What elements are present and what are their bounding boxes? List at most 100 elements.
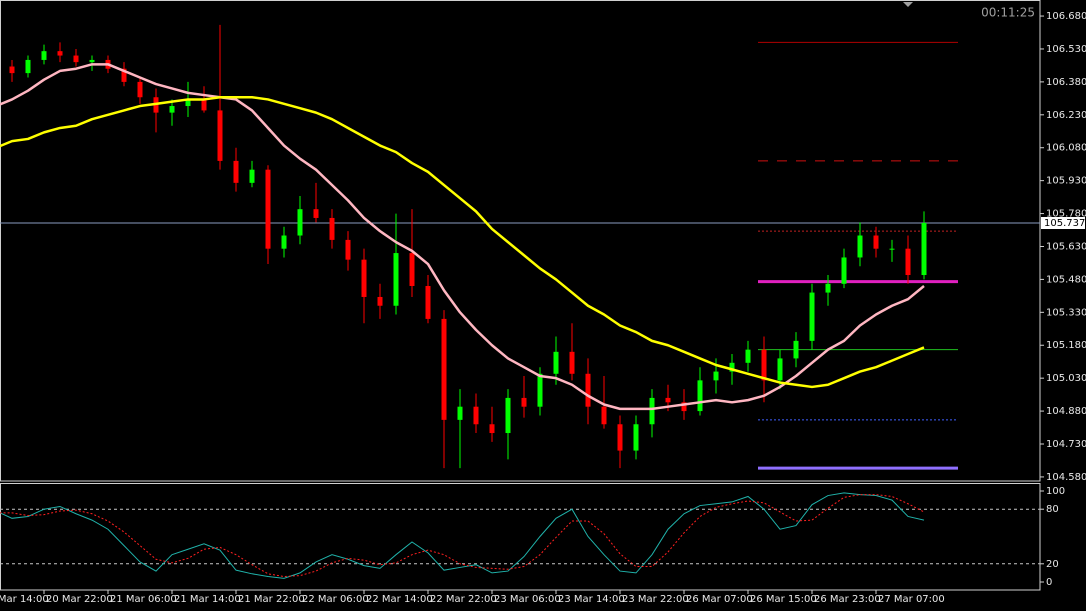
x-tick-label: 23 Mar 14:00 — [558, 594, 625, 605]
main-plot — [0, 24, 1040, 470]
y-tick-label: 105.630 — [1046, 241, 1086, 252]
y-tick-label: 100 — [1046, 486, 1065, 497]
y-tick-label: 80 — [1046, 504, 1059, 515]
candle-body — [169, 106, 175, 113]
candle-body — [617, 424, 623, 451]
oscillator-plot — [0, 492, 1040, 579]
candle-body — [873, 235, 879, 249]
candle-body — [681, 402, 687, 412]
y-tick-label: 105.480 — [1046, 274, 1086, 285]
candle-body — [601, 406, 607, 425]
y-tick-label: 105.330 — [1046, 307, 1086, 318]
candle-body — [745, 349, 751, 363]
x-tick-label: 26 Mar 23:00 — [814, 594, 881, 605]
candle-body — [217, 110, 223, 161]
candle-body — [409, 253, 415, 286]
candle-body — [441, 318, 447, 420]
candle-body — [41, 51, 47, 60]
candle-body — [249, 169, 255, 183]
x-tick-label: 20 Mar 14:00 — [0, 594, 49, 605]
candle-body — [665, 397, 671, 403]
candle-body — [473, 406, 479, 425]
candle-body — [777, 358, 783, 381]
x-tick-label: 20 Mar 22:00 — [46, 594, 113, 605]
moving-average — [0, 95, 925, 389]
y-tick-label: 104.580 — [1046, 472, 1086, 483]
x-tick-label: 23 Mar 06:00 — [494, 594, 561, 605]
candle-body — [825, 283, 831, 293]
x-tick-label: 26 Mar 15:00 — [750, 594, 817, 605]
candle-body — [889, 248, 895, 250]
x-tick-label: 22 Mar 22:00 — [430, 594, 497, 605]
x-tick-label: 23 Mar 22:00 — [622, 594, 689, 605]
candle-body — [377, 296, 383, 306]
y-tick-label: 106.380 — [1046, 77, 1086, 88]
candle-body — [185, 99, 191, 107]
y-tick-label: 105.780 — [1046, 209, 1086, 220]
candle-body — [505, 397, 511, 434]
candle-body — [201, 99, 207, 111]
candle-body — [361, 259, 367, 297]
candle-body — [265, 169, 271, 249]
candle-body — [921, 223, 927, 276]
y-tick-label: 0 — [1046, 577, 1052, 588]
candle-body — [9, 66, 15, 74]
candle-body — [297, 209, 303, 236]
x-tick-label: 21 Mar 22:00 — [238, 594, 305, 605]
x-tick-label: 26 Mar 07:00 — [686, 594, 753, 605]
current-price-label: 105.737 — [1044, 218, 1085, 229]
candle-body — [857, 235, 863, 258]
oscillator-frame — [0, 483, 1041, 591]
y-tick-label: 104.730 — [1046, 439, 1086, 450]
y-tick-label: 105.030 — [1046, 373, 1086, 384]
candle-body — [905, 248, 911, 276]
candle-body — [89, 59, 95, 63]
x-tick-label: 22 Mar 14:00 — [366, 594, 433, 605]
candle-body — [25, 59, 31, 74]
x-tick-label: 22 Mar 06:00 — [302, 594, 369, 605]
candle-body — [761, 349, 767, 381]
candle-body — [585, 373, 591, 407]
candle-body — [393, 253, 399, 306]
candle-body — [697, 380, 703, 412]
clock: 00:11:25 — [981, 6, 1035, 20]
candle-body — [329, 217, 335, 240]
moving-average — [0, 63, 925, 411]
current-price-box — [1041, 217, 1085, 230]
candle-body — [841, 257, 847, 284]
candle-body — [633, 424, 639, 451]
candle-body — [537, 373, 543, 407]
y-tick-label: 105.930 — [1046, 176, 1086, 187]
candle-body — [121, 68, 127, 82]
candle-body — [281, 235, 287, 249]
candle-body — [809, 292, 815, 341]
candle-body — [137, 81, 143, 98]
y-tick-label: 105.180 — [1046, 340, 1086, 351]
x-tick-label: 21 Mar 06:00 — [110, 594, 177, 605]
x-tick-label: 21 Mar 14:00 — [174, 594, 241, 605]
y-tick-label: 106.080 — [1046, 143, 1086, 154]
candle-body — [553, 351, 559, 374]
candle-body — [345, 239, 351, 260]
candle-body — [233, 160, 239, 183]
candle-body — [73, 55, 79, 63]
candle-body — [313, 209, 319, 218]
candle-body — [57, 51, 63, 56]
candle-body — [729, 362, 735, 372]
shift-marker — [903, 2, 913, 7]
oscillator-line — [0, 492, 925, 579]
candle-body — [569, 351, 575, 374]
y-tick-label: 20 — [1046, 559, 1059, 570]
axes: 106.680 106.530 106.380 106.230 106.080 105.9… — [0, 11, 1086, 605]
candle-body — [457, 406, 463, 420]
y-tick-label: 104.880 — [1046, 406, 1086, 417]
candle-body — [425, 285, 431, 319]
y-tick-label: 106.680 — [1046, 11, 1086, 22]
candle-body — [521, 397, 527, 407]
candle-body — [713, 371, 719, 381]
y-tick-label: 106.230 — [1046, 110, 1086, 121]
candle-body — [489, 424, 495, 434]
x-tick-label: 27 Mar 07:00 — [878, 594, 945, 605]
